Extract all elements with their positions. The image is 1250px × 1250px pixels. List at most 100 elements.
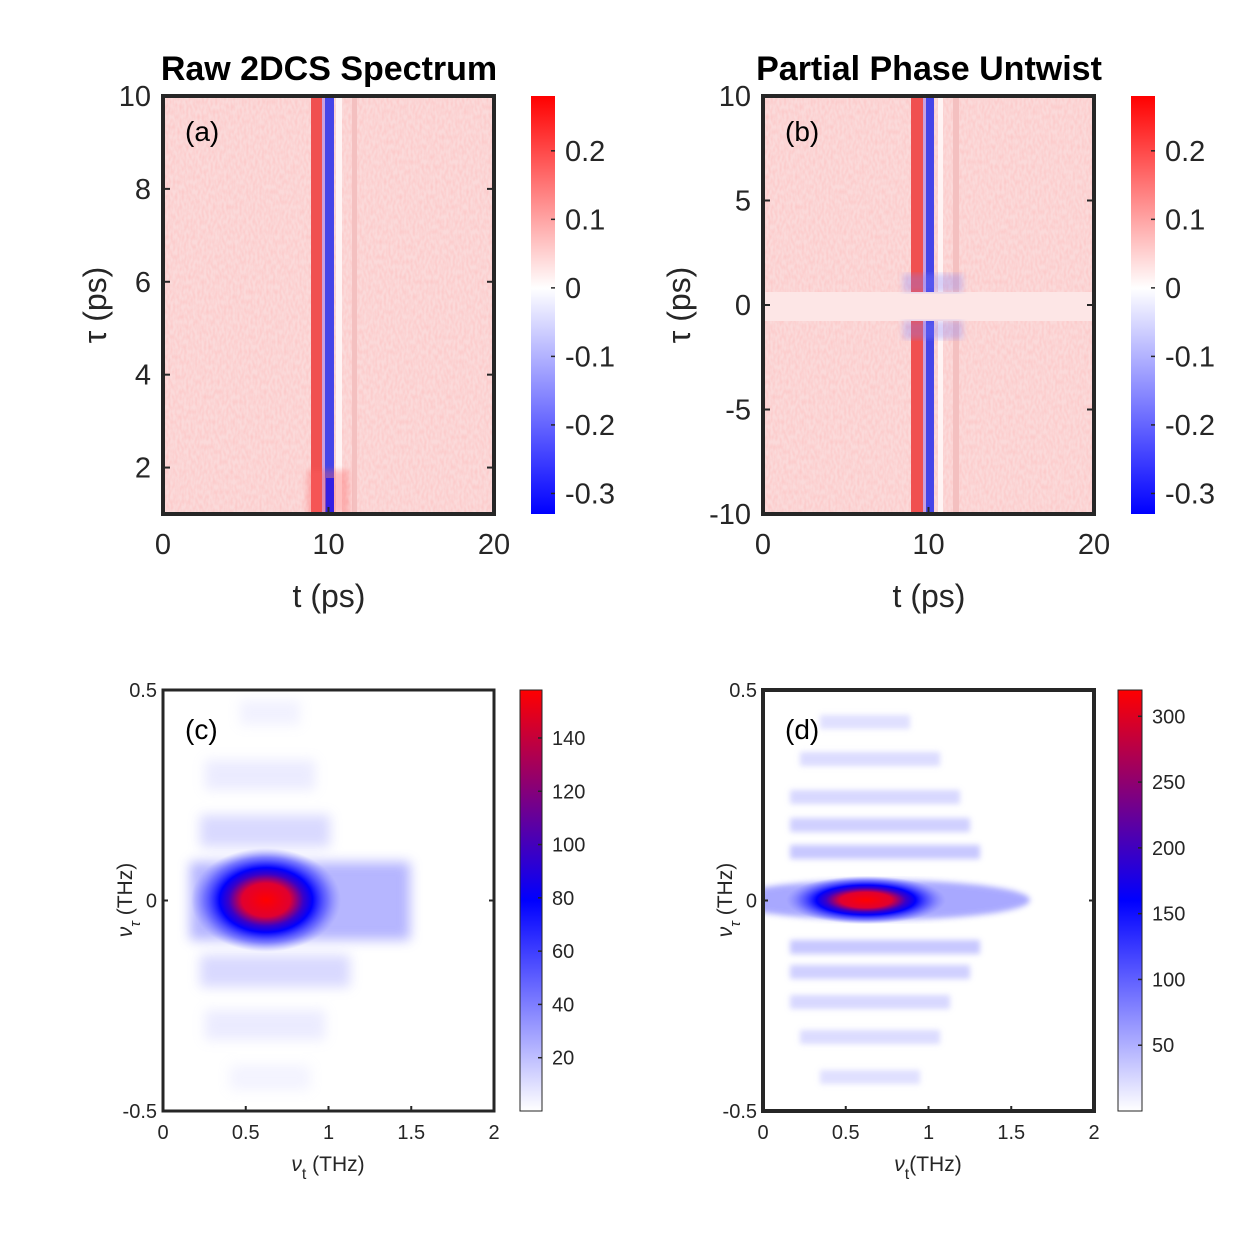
panel-b-colorbar-tick-label: 0	[1165, 273, 1181, 305]
panel-d-ytick-label: 0.5	[729, 680, 757, 702]
panel-a-colorbar	[531, 96, 555, 514]
panel-a-heatmap	[163, 96, 494, 514]
panel-b-label: (b)	[785, 116, 819, 147]
panel-b-colorbar-tick-label: -0.3	[1165, 478, 1215, 510]
panel-d-colorbar-tick-label: 200	[1152, 838, 1185, 860]
panel-a-ylabel: τ (ps)	[77, 267, 113, 344]
panel-b-zero-gap	[763, 292, 1094, 321]
panel-a-xtick-label: 10	[312, 529, 344, 561]
panel-a-colorbar-tick-label: -0.1	[565, 341, 615, 373]
panel-b-x-ticks: 0 10 20	[755, 507, 1110, 561]
panel-c: (c) 0 0.5 1 1.5 2 -0.500.5 νt (THz) ντ (THz)…	[114, 680, 585, 1183]
panel-c-colorbar-tick-label: 100	[552, 835, 585, 857]
panel-b-y-ticks: -10 -5 0 5 10	[709, 81, 1094, 531]
panel-b-colorbar-tick-label: 0.1	[1165, 204, 1205, 236]
panel-c-peak	[191, 848, 341, 952]
panel-b-xlabel: t (ps)	[893, 578, 966, 614]
panel-c-xtick-label: 2	[488, 1122, 499, 1144]
panel-b-xtick-label: 0	[755, 529, 771, 561]
panel-c-xtick-label: 1.5	[397, 1122, 425, 1144]
panel-a-colorbar-tick-label: 0.2	[565, 136, 605, 168]
panel-c-heatmap	[163, 690, 494, 1111]
panel-b-heatmap	[763, 96, 1094, 514]
panel-b: Partial Phase Untwist (b) 0 10 20 -10 -5 0 5 1…	[661, 50, 1215, 614]
panel-a-ytick-label: 6	[135, 267, 151, 299]
panel-d-colorbar-tick-label: 50	[1152, 1035, 1174, 1057]
panel-b-title: Partial Phase Untwist	[756, 50, 1102, 88]
panel-a-label: (a)	[185, 116, 219, 147]
panel-b-colorbar-ticks: 0.2 0.1 0 -0.1 -0.2 -0.3	[1151, 136, 1215, 510]
panel-a-colorbar-ticks: 0.2 0.1 0 -0.1 -0.2 -0.3	[551, 136, 615, 510]
panel-d-colorbar	[1117, 689, 1143, 1112]
panel-b-ytick-label: 10	[719, 81, 751, 113]
panel-c-ylabel: ντ (THz)	[114, 863, 144, 937]
panel-d-heatmap	[763, 690, 1094, 1111]
panel-a-weak-stripe	[352, 96, 357, 514]
panel-b-xtick-label: 10	[912, 529, 944, 561]
panel-d-label: (d)	[785, 714, 819, 745]
panel-b-colorbar	[1131, 96, 1155, 514]
panel-d-colorbar-tick-label: 150	[1152, 904, 1185, 926]
panel-d: (d) 0 0.5 1 1.5 2 -0.500.5 νt(THz) ντ (THz) …	[714, 680, 1185, 1183]
panel-a-colorbar-tick-label: 0.1	[565, 204, 605, 236]
panel-a-x-ticks: 0 10 20	[155, 507, 510, 561]
panel-a-ytick-label: 2	[135, 453, 151, 485]
panel-d-xtick-label: 0	[757, 1122, 768, 1144]
panel-c-colorbar-tick-label: 140	[552, 728, 585, 750]
panel-a-colorbar-tick-label: -0.3	[565, 478, 615, 510]
panel-b-ytick-label: -10	[709, 499, 751, 531]
panel-d-xtick-label: 0.5	[832, 1122, 860, 1144]
panel-a-ytick-label: 8	[135, 174, 151, 206]
panel-b-xtick-label: 20	[1078, 529, 1110, 561]
panel-c-ytick-label: 0	[146, 891, 157, 913]
panel-a-red-stripe	[311, 96, 323, 514]
panel-c-xlabel: νt (THz)	[291, 1153, 364, 1183]
panel-c-y-ticks: -0.5 0 0.5	[123, 680, 494, 1123]
panel-b-ytick-label: -5	[725, 395, 751, 427]
panel-a-xtick-label: 0	[155, 529, 171, 561]
panel-c-label: (c)	[185, 714, 218, 745]
panel-b-ytick-label: 0	[735, 290, 751, 322]
panel-c-colorbar-tick-label: 20	[552, 1048, 574, 1070]
panel-c-colorbar	[519, 689, 543, 1112]
panel-b-colorbar-tick-label: 0.2	[1165, 136, 1205, 168]
panel-b-ytick-label: 5	[735, 186, 751, 218]
panel-b-ylabel: τ (ps)	[661, 267, 697, 344]
panel-a-ytick-label: 10	[119, 81, 151, 113]
panel-d-colorbar-tick-label: 250	[1152, 772, 1185, 794]
panel-c-x-ticks: 0 0.5 1 1.5 2	[157, 1106, 500, 1144]
panel-a-blue-stripe	[325, 96, 334, 514]
panel-a: Raw 2DCS Spectrum (a) 0 10 20 2 4 6 8 10 t (ps…	[77, 50, 615, 614]
panel-c-colorbar-tick-label: 60	[552, 941, 574, 963]
panel-d-colorbar-ticks: 50 100 150 200 250 300	[1138, 706, 1185, 1057]
panel-d-ytick-label: 0	[746, 891, 757, 913]
panel-a-y-ticks: 2 4 6 8 10	[119, 81, 494, 485]
panel-d-colorbar-tick-label: 100	[1152, 969, 1185, 991]
panel-a-xtick-label: 20	[478, 529, 510, 561]
panel-a-ytick-label: 4	[135, 360, 151, 392]
panel-c-colorbar-tick-label: 40	[552, 994, 574, 1016]
panel-c-xtick-label: 1	[323, 1122, 334, 1144]
panel-d-ylabel: ντ (THz)	[714, 863, 744, 937]
panel-c-colorbar-tick-label: 80	[552, 888, 574, 910]
panel-b-colorbar-tick-label: -0.2	[1165, 410, 1215, 442]
panel-c-xtick-label: 0	[157, 1122, 168, 1144]
panel-c-ytick-label: -0.5	[123, 1101, 157, 1123]
panel-d-y-ticks: -0.5 0 0.5	[723, 680, 1094, 1123]
panel-c-ytick-label: 0.5	[129, 680, 157, 702]
panel-c-colorbar-ticks: 20 40 60 80 100 120 140	[538, 728, 585, 1070]
panel-a-title: Raw 2DCS Spectrum	[161, 50, 497, 88]
panel-b-colorbar-tick-label: -0.1	[1165, 341, 1215, 373]
panel-d-ytick-label: -0.5	[723, 1101, 757, 1123]
panel-a-colorbar-tick-label: -0.2	[565, 410, 615, 442]
panel-a-colorbar-tick-label: 0	[565, 273, 581, 305]
panel-d-xtick-label: 1.5	[997, 1122, 1025, 1144]
panel-d-peak	[786, 876, 946, 924]
panel-c-xtick-label: 0.5	[232, 1122, 260, 1144]
panel-d-xtick-label: 1	[923, 1122, 934, 1144]
panel-d-xtick-label: 2	[1088, 1122, 1099, 1144]
panel-a-xlabel: t (ps)	[293, 578, 366, 614]
panel-d-colorbar-tick-label: 300	[1152, 706, 1185, 728]
panel-d-xlabel: νt(THz)	[894, 1153, 961, 1183]
